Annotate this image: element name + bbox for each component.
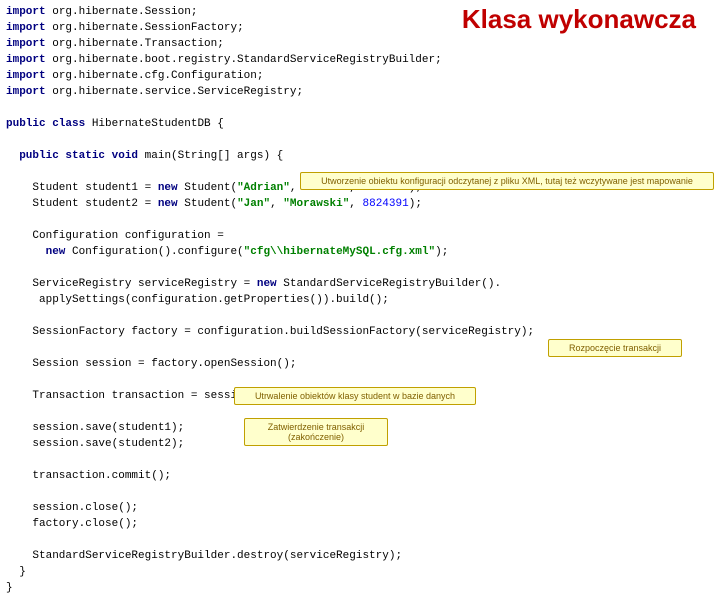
callout-commit-line2: (zakończenie) [288,432,344,442]
code-block: import org.hibernate.Session; import org… [0,0,720,600]
callout-transaction-begin: Rozpoczęcie transakcji [548,339,682,357]
callout-save: Utrwalenie obiektów klasy student w bazi… [234,387,476,405]
callout-config: Utworzenie obiektu konfiguracji odczytan… [300,172,714,190]
slide-title: Klasa wykonawcza [462,4,696,35]
callout-commit: Zatwierdzenie transakcji (zakończenie) [244,418,388,446]
callout-commit-line1: Zatwierdzenie transakcji [268,422,365,432]
